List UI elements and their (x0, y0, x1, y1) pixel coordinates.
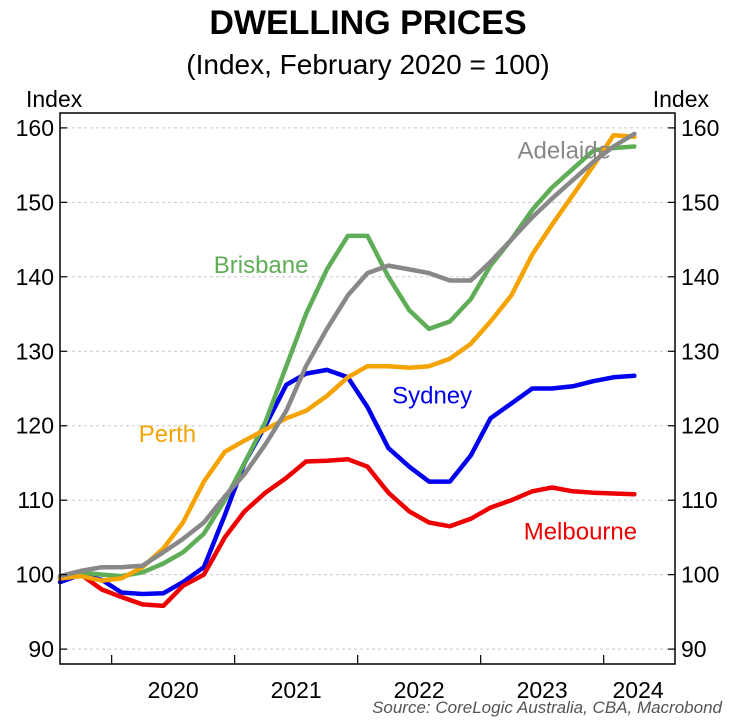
x-tick-label-2020: 2020 (148, 677, 199, 703)
x-tick-label-2023: 2023 (517, 677, 568, 703)
y-tick-label-left: 160 (16, 115, 54, 141)
source-note: Source: CoreLogic Australia, CBA, Macrob… (372, 698, 722, 717)
left-axis-unit-label: Index (26, 86, 83, 112)
y-tick-label-right: 130 (681, 338, 719, 364)
x-axis-ticks: 2020 2021 2022 2023 2024 (111, 655, 664, 703)
y-tick-label-right: 110 (681, 487, 718, 513)
x-tick-label-2022: 2022 (394, 677, 445, 703)
series-line-brisbane (57, 144, 637, 581)
series-line-adelaide (57, 131, 637, 579)
series-label-sydney: Sydney (392, 382, 472, 409)
x-tick-label-2024: 2024 (613, 677, 664, 703)
y-tick-label-right: 160 (681, 115, 719, 141)
y-tick-label-left: 130 (16, 338, 54, 364)
series-line-sydney (57, 367, 637, 597)
series-line-melbourne (57, 456, 637, 609)
y-tick-label-right: 100 (681, 562, 719, 588)
series-label-brisbane: Brisbane (214, 252, 309, 279)
y-tick-label-left: 120 (16, 413, 54, 439)
y-tick-label-left: 90 (28, 636, 54, 662)
series-labels: Sydney Melbourne Brisbane Perth Adelaide (139, 137, 637, 545)
y-tick-label-right: 150 (681, 189, 719, 215)
y-tick-label-right: 140 (681, 264, 719, 290)
y-tick-label-left: 150 (16, 189, 54, 215)
y-tick-label-left: 140 (16, 264, 54, 290)
chart-subtitle: (Index, February 2020 = 100) (186, 49, 549, 80)
y-tick-label-right: 120 (681, 413, 719, 439)
series-label-adelaide: Adelaide (518, 137, 611, 164)
y-tick-label-left: 110 (17, 487, 54, 513)
y-tick-label-left: 100 (16, 562, 54, 588)
series-lines (57, 131, 637, 609)
series-label-melbourne: Melbourne (524, 519, 637, 546)
plot-area-frame (59, 112, 676, 665)
series-label-perth: Perth (139, 421, 196, 448)
gridlines (60, 127, 675, 650)
right-axis-unit-label: Index (653, 86, 710, 112)
y-axis-ticks: 90 90 100 100 110 110 120 120 130 130 140 140 150 150… (16, 115, 720, 662)
x-tick-label-2021: 2021 (271, 677, 322, 703)
y-tick-label-right: 90 (681, 636, 707, 662)
chart-title: DWELLING PRICES (209, 4, 526, 42)
